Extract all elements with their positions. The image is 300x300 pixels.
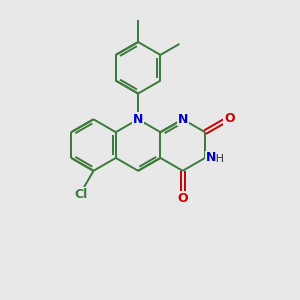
Text: N: N (178, 113, 188, 126)
Text: O: O (224, 112, 235, 125)
Text: N: N (133, 113, 143, 126)
Text: O: O (177, 192, 188, 205)
Text: ·H: ·H (213, 154, 225, 164)
Text: N: N (206, 152, 216, 164)
Text: Cl: Cl (74, 188, 87, 201)
